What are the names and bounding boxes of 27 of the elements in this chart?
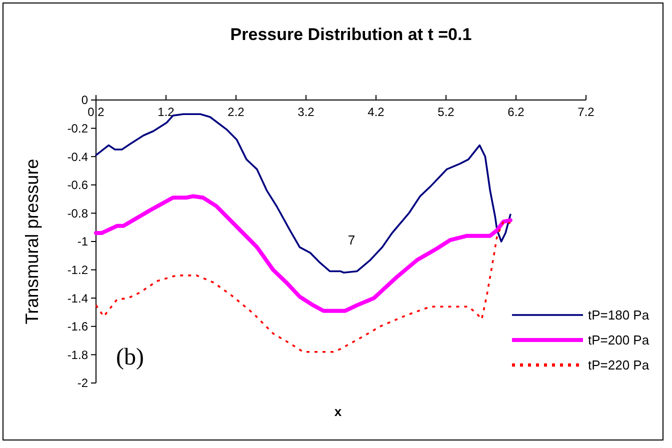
- x-tick-label: 1.2: [158, 105, 175, 119]
- x-tick-label: 7.2: [578, 105, 595, 119]
- line-series: [94, 194, 512, 313]
- text: tP=220 Pa: [588, 358, 650, 373]
- y-tick-label: -2: [77, 376, 88, 390]
- annotation: 7: [348, 232, 356, 248]
- x-tick-label: 4.2: [368, 105, 385, 119]
- x-tick-label: 2.2: [228, 105, 245, 119]
- chart-title: Pressure Distribution at t =0.1: [230, 25, 472, 44]
- y-tick-label: -1.2: [67, 263, 88, 277]
- x-tick-label: 5.2: [438, 105, 455, 119]
- text: tP=180 Pa: [588, 308, 650, 323]
- y-tick-label: -1.8: [67, 348, 88, 362]
- x-axis-title: x: [334, 404, 342, 419]
- x-tick-label: 6.2: [508, 105, 525, 119]
- y-axis-title: Transmural pressure: [22, 158, 42, 324]
- y-tick-label: -0.2: [67, 122, 88, 136]
- y-tick-label: -1.4: [67, 291, 88, 306]
- y-tick-label: -0.4: [67, 150, 88, 164]
- y-tick-label: -1.6: [67, 320, 88, 334]
- y-tick-label: -0.8: [67, 206, 88, 220]
- y-tick-label: 0: [81, 93, 88, 108]
- text: tP=200 Pa: [588, 332, 650, 348]
- y-tick-label: -0.6: [67, 178, 88, 192]
- annotation: (b): [116, 344, 144, 371]
- x-tick-label: 3.2: [298, 105, 315, 119]
- y-tick-label: -1: [77, 234, 88, 249]
